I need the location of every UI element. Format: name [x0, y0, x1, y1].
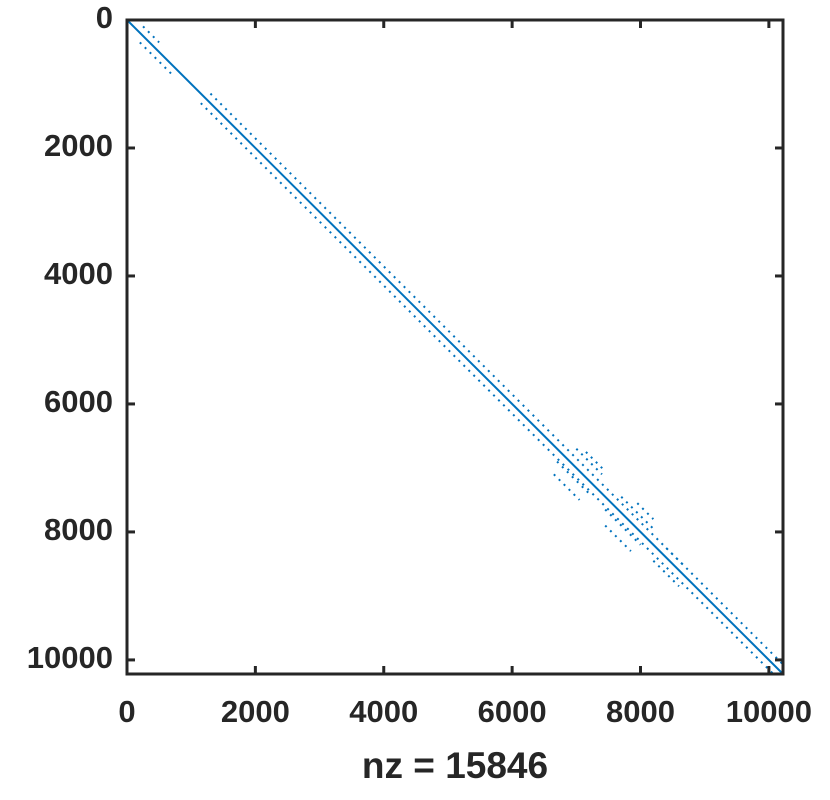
- spy-band: [139, 41, 173, 76]
- spy-band: [209, 92, 784, 666]
- y-tick-label: 4000: [44, 256, 113, 291]
- spy-band: [556, 460, 590, 495]
- x-tick-label: 2000: [221, 694, 290, 729]
- spy-band: [604, 508, 642, 546]
- x-axis-label: nz = 15846: [362, 745, 548, 786]
- spy-band: [652, 560, 680, 588]
- spy-band: [142, 25, 160, 44]
- spy-band: [636, 502, 655, 520]
- y-tick-label: 6000: [44, 384, 113, 419]
- y-tick-label: 0: [96, 0, 113, 35]
- x-tick-label: 4000: [349, 694, 418, 729]
- axes-box: [125, 18, 785, 676]
- y-tick-label: 10000: [27, 640, 113, 675]
- y-tick-label: 2000: [44, 128, 113, 163]
- x-tick-label: 8000: [606, 694, 675, 729]
- x-tick-label: 6000: [478, 694, 547, 729]
- x-tick-label: 0: [118, 694, 135, 729]
- spy-band: [126, 19, 784, 675]
- x-tick-label: 10000: [726, 694, 812, 729]
- spy-band: [553, 473, 581, 501]
- spy-band: [200, 102, 775, 675]
- spy-band: [620, 496, 655, 530]
- spy-band: [665, 547, 687, 568]
- spy-band: [585, 451, 606, 472]
- y-tick-label: 8000: [44, 512, 113, 547]
